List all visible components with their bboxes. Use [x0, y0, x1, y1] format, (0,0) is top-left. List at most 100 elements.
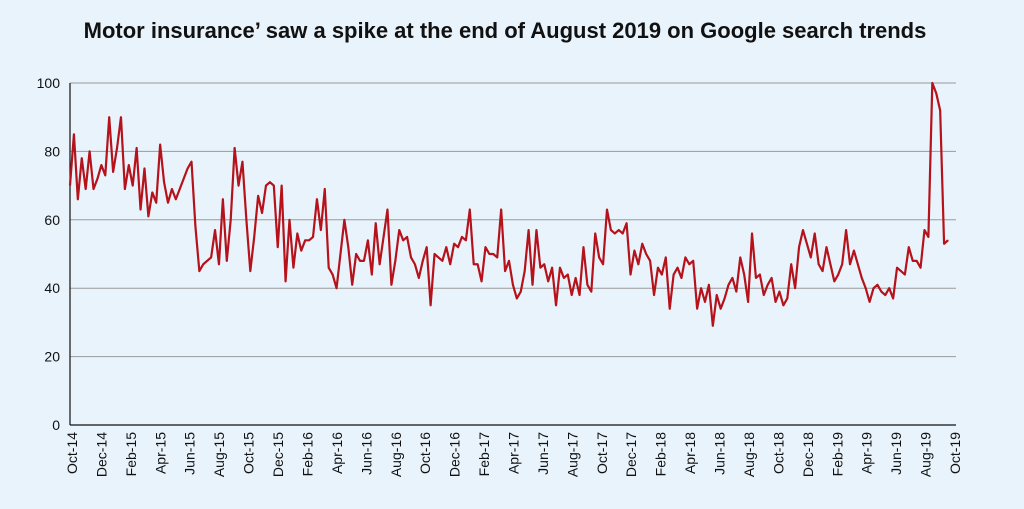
data-point [175, 198, 177, 200]
x-tick-label: Aug-18 [741, 432, 757, 477]
x-tick-label: Oct-14 [64, 432, 80, 474]
data-point [857, 263, 859, 265]
data-point [351, 284, 353, 286]
y-tick-label: 100 [37, 75, 61, 91]
data-point [480, 280, 483, 282]
data-point [512, 284, 514, 286]
data-point [433, 253, 436, 255]
data-point [422, 260, 424, 262]
data-point [332, 273, 334, 276]
data-point [179, 188, 181, 190]
data-point [774, 301, 777, 303]
data-point [508, 260, 510, 262]
data-point [931, 82, 933, 84]
data-point [684, 256, 686, 259]
data-point [335, 287, 338, 289]
data-point [410, 256, 412, 259]
y-tick-label: 40 [44, 280, 60, 296]
x-tick-label: Oct-17 [594, 432, 610, 474]
data-point [723, 297, 726, 300]
data-point [104, 174, 106, 176]
data-point [704, 301, 706, 303]
data-point [575, 277, 577, 279]
data-point [520, 291, 522, 293]
data-point [265, 185, 267, 187]
chart-title: Motor insurance’ saw a spike at the end … [84, 18, 927, 43]
data-point [320, 229, 322, 231]
data-point [794, 287, 796, 289]
x-tick-label: Feb-15 [123, 432, 139, 477]
x-tick-label: Jun-16 [358, 432, 374, 475]
data-point [622, 232, 624, 235]
data-point [861, 277, 863, 279]
data-point [183, 178, 185, 180]
data-point [269, 181, 271, 183]
data-point [614, 232, 616, 235]
data-point [563, 277, 565, 279]
data-point [555, 304, 557, 306]
data-point [461, 236, 463, 238]
data-point [880, 291, 882, 293]
data-point [708, 284, 710, 286]
data-point [716, 294, 718, 296]
y-axis-ticks: 0 20 40 60 80 100 [37, 75, 61, 433]
data-point [116, 147, 118, 149]
data-point [810, 256, 812, 259]
data-point [143, 167, 146, 170]
x-tick-label: Dec-18 [800, 432, 816, 477]
data-point [241, 161, 244, 163]
x-tick-label: Oct-19 [947, 432, 963, 474]
data-point [802, 229, 804, 231]
data-point [159, 143, 161, 146]
x-tick-label: Apr-19 [859, 432, 875, 474]
data-point [759, 273, 761, 276]
x-tick-label: Oct-16 [417, 432, 433, 474]
data-point [825, 246, 828, 248]
data-point [908, 246, 910, 248]
data-point [927, 236, 930, 238]
data-point [465, 239, 467, 241]
data-point [81, 157, 83, 159]
data-point [371, 273, 373, 276]
data-point [147, 215, 149, 217]
x-tick-label: Feb-18 [653, 432, 669, 477]
data-point [653, 294, 655, 296]
data-point [73, 133, 75, 135]
data-point [488, 253, 490, 255]
data-point [539, 267, 541, 269]
data-point [884, 294, 886, 296]
data-point [218, 263, 220, 265]
data-point [876, 284, 879, 286]
data-point [645, 253, 647, 255]
data-point [916, 260, 918, 262]
data-point [202, 263, 204, 265]
y-tick-label: 80 [44, 143, 60, 159]
data-point [594, 232, 596, 235]
x-tick-label: Jun-18 [712, 432, 728, 475]
data-point [763, 294, 765, 296]
data-point [669, 308, 671, 310]
data-point [821, 270, 824, 272]
data-point [367, 239, 369, 241]
series-line [68, 81, 949, 327]
data-point [492, 253, 494, 255]
data-point [312, 236, 314, 238]
data-point [441, 260, 443, 262]
data-point [414, 263, 416, 265]
x-tick-label: Feb-17 [476, 432, 492, 477]
data-point [379, 263, 381, 265]
data-point [767, 284, 769, 286]
data-point [528, 229, 530, 231]
data-point [355, 253, 357, 255]
data-point [633, 249, 636, 252]
data-point [680, 277, 683, 279]
data-point [304, 239, 306, 241]
data-point [328, 267, 330, 269]
data-point [661, 273, 663, 276]
data-point [85, 188, 87, 190]
data-point [206, 260, 208, 262]
data-point [277, 246, 279, 248]
data-point [618, 229, 620, 231]
data-point [798, 246, 800, 248]
